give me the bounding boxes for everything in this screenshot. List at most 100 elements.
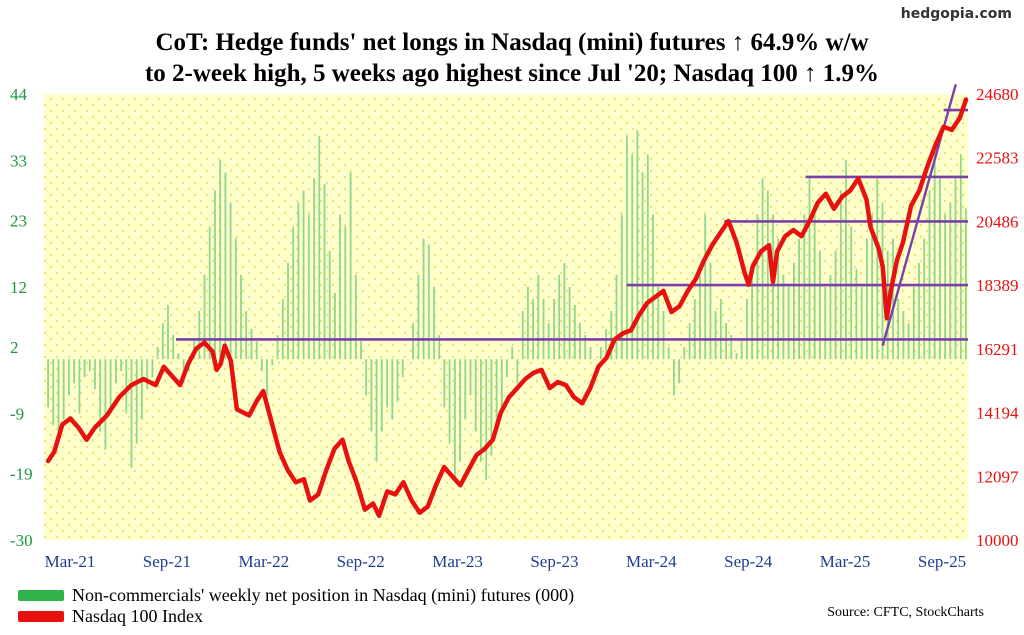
net-position-bar xyxy=(860,286,863,360)
net-position-bar xyxy=(412,323,414,360)
net-position-bar xyxy=(641,172,644,360)
net-position-bar xyxy=(631,154,634,360)
net-position-bar xyxy=(709,262,712,360)
net-position-bar xyxy=(944,214,946,360)
legend-item-nasdaq: Nasdaq 100 Index xyxy=(18,606,574,627)
net-position-bar xyxy=(245,311,248,360)
nasdaq-line xyxy=(45,97,969,518)
net-position-bar xyxy=(683,347,686,360)
legend-swatch-line xyxy=(18,611,64,622)
left-axis-tick-label: -19 xyxy=(10,465,33,484)
legend-label-nasdaq: Nasdaq 100 Index xyxy=(72,606,203,626)
net-position-bar xyxy=(511,347,514,360)
net-position-bar xyxy=(485,359,488,480)
net-position-bar xyxy=(933,142,936,360)
net-position-bar xyxy=(94,359,96,390)
net-position-bar xyxy=(730,335,733,360)
net-position-bar xyxy=(255,341,258,360)
right-axis-tick-label: 10000 xyxy=(976,531,1019,550)
right-axis-tick-label: 14194 xyxy=(976,404,1019,423)
net-position-bar xyxy=(146,359,149,390)
net-position-bar xyxy=(688,323,691,360)
net-position-bar xyxy=(876,178,879,360)
net-position-bar xyxy=(401,359,404,378)
net-position-bar xyxy=(464,359,467,420)
net-position-bar xyxy=(678,359,680,384)
left-axis-tick-label: 33 xyxy=(10,151,27,170)
net-position-bar xyxy=(307,214,310,360)
net-position-bar xyxy=(448,359,451,444)
net-position-bar xyxy=(52,359,55,426)
net-position-bar xyxy=(234,238,237,360)
net-position-bar xyxy=(292,226,295,360)
net-position-bar xyxy=(396,359,399,402)
net-position-bar xyxy=(939,178,941,360)
net-position-bar xyxy=(229,202,232,360)
net-position-bar xyxy=(855,268,858,360)
net-position-bar xyxy=(594,359,597,360)
right-axis-tick-label: 18389 xyxy=(976,276,1019,295)
net-position-bar xyxy=(323,184,326,360)
plot-dot-pattern xyxy=(44,94,968,540)
left-axis-tick-label: 44 xyxy=(10,85,28,104)
net-position-bar xyxy=(360,341,362,360)
net-position-bar xyxy=(109,359,112,408)
net-position-bar xyxy=(88,359,91,372)
net-position-bar xyxy=(782,274,785,360)
net-position-bar xyxy=(490,359,493,456)
net-position-bar xyxy=(646,154,649,360)
brand-watermark: hedgopia.com xyxy=(900,6,1012,22)
net-position-bar xyxy=(532,298,534,360)
left-axis-tick-label: -30 xyxy=(10,531,33,550)
net-position-bar xyxy=(787,286,790,360)
x-axis-tick-label: Mar-24 xyxy=(626,552,677,571)
net-position-bar xyxy=(907,323,910,360)
net-position-bar xyxy=(845,160,847,360)
net-position-bar xyxy=(620,214,623,360)
net-position-bar xyxy=(62,359,65,420)
net-position-bar xyxy=(172,335,175,360)
net-position-bar xyxy=(99,359,102,432)
net-position-bar xyxy=(250,329,253,360)
net-position-bar xyxy=(547,323,550,360)
net-position-bar xyxy=(839,190,842,360)
net-position-bar xyxy=(735,353,738,360)
net-position-bar xyxy=(328,250,331,360)
right-axis-tick-label: 22583 xyxy=(976,149,1019,168)
net-position-bar xyxy=(542,298,545,360)
net-position-bar xyxy=(761,178,764,360)
net-position-bar xyxy=(954,178,957,360)
net-position-bar xyxy=(928,190,931,360)
net-position-bar xyxy=(365,359,368,396)
net-position-bar xyxy=(438,335,441,360)
net-position-bar xyxy=(662,311,665,360)
net-position-bar xyxy=(177,353,180,360)
net-position-bar xyxy=(500,359,503,408)
net-position-bar xyxy=(824,286,827,360)
net-position-bar xyxy=(354,274,357,360)
net-position-bar xyxy=(78,359,81,414)
net-position-bar xyxy=(600,347,602,360)
net-position-bar xyxy=(699,274,701,360)
net-position-bar xyxy=(151,359,154,378)
net-position-bar xyxy=(208,226,211,360)
net-position-bar xyxy=(673,359,675,396)
net-position-bar xyxy=(391,359,394,420)
net-position-bar xyxy=(772,214,774,360)
right-axis-tick-label: 12097 xyxy=(976,467,1019,486)
net-position-bar xyxy=(808,178,811,360)
net-position-bar xyxy=(667,347,670,360)
net-position-bar xyxy=(746,298,748,360)
net-position-bar xyxy=(135,359,138,444)
net-position-bar xyxy=(866,238,868,360)
net-position-bar xyxy=(626,136,628,360)
net-position-bar xyxy=(271,359,274,366)
net-position-bar xyxy=(834,250,837,360)
net-position-bar xyxy=(605,329,607,360)
left-axis-tick-label: 23 xyxy=(10,212,27,231)
net-position-bar xyxy=(375,359,378,462)
legend-item-net-position: Non-commercials' weekly net position in … xyxy=(18,585,574,606)
net-position-bar xyxy=(798,238,800,360)
net-position-bar xyxy=(725,323,727,360)
x-axis-tick-label: Mar-25 xyxy=(820,552,871,571)
